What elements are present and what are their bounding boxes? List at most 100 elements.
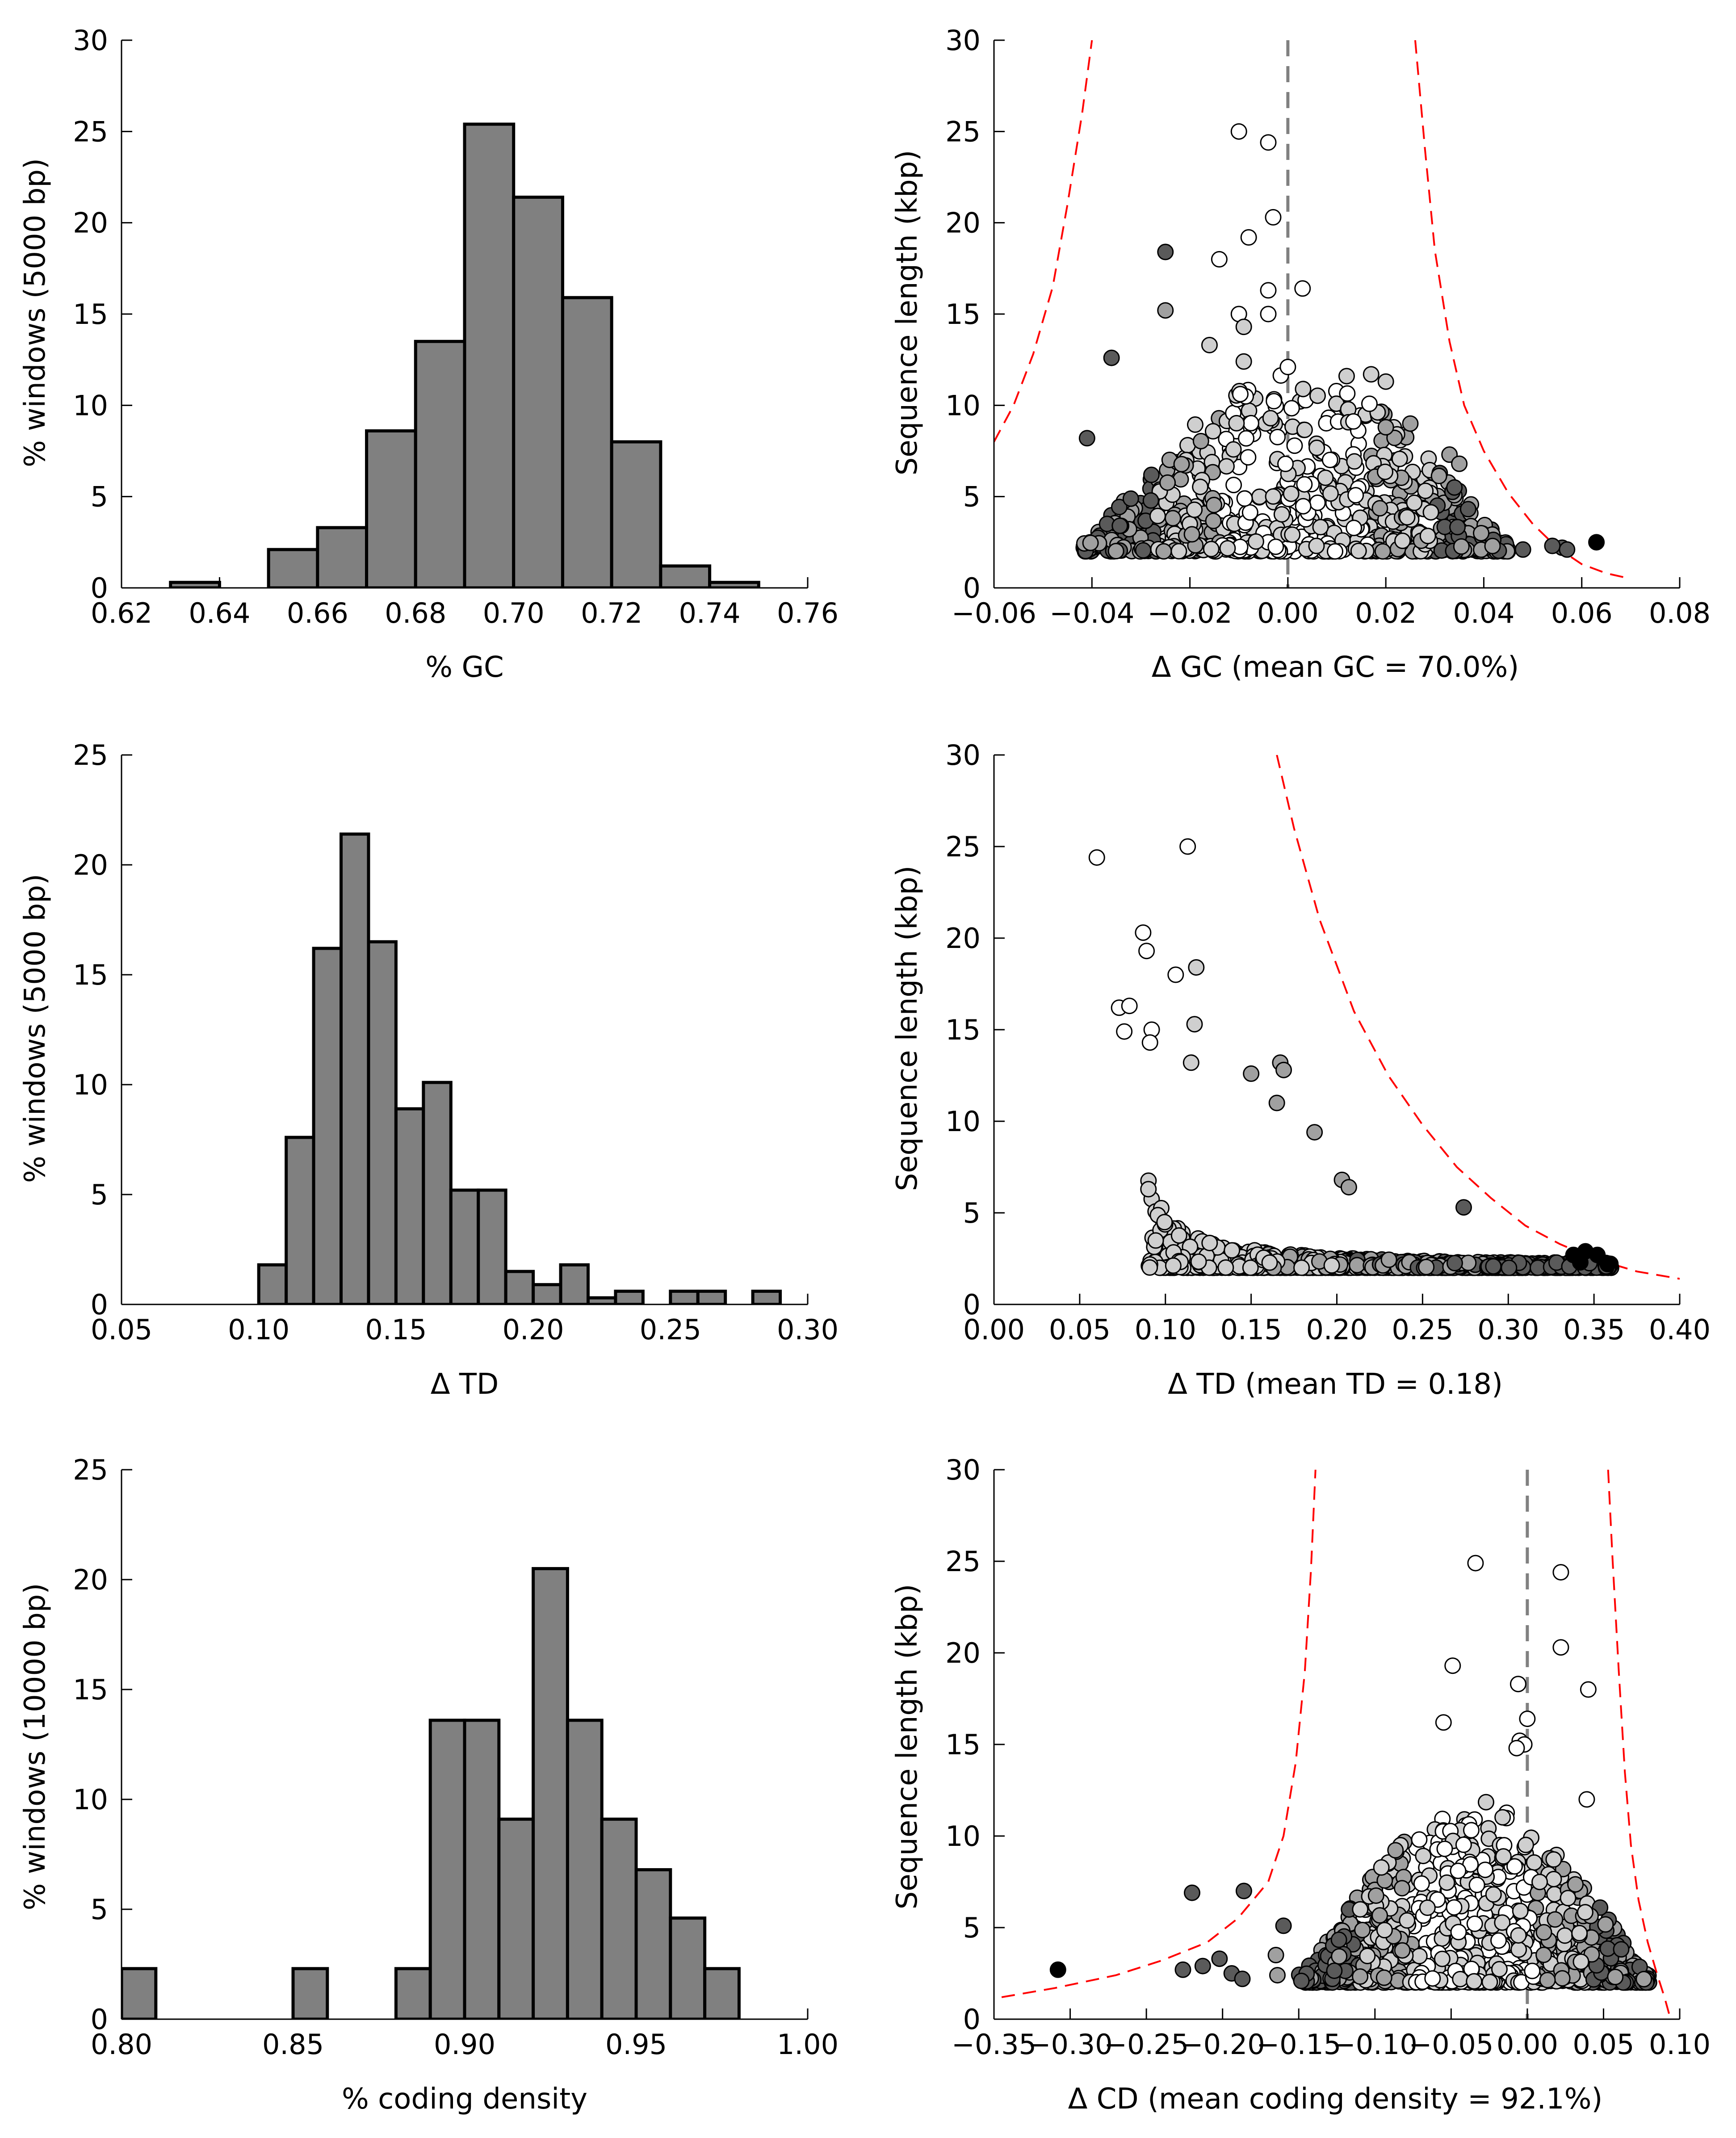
y-tick-label: 20 bbox=[945, 922, 981, 955]
gc-histogram-panel: % GC % windows (5000 bp) 0.62 0.64 0.66 0.6… bbox=[19, 24, 839, 684]
window-point bbox=[1524, 1962, 1541, 1979]
x-tick-label: −0.35 bbox=[952, 2028, 1036, 2061]
x-tick-label: −0.04 bbox=[1049, 597, 1134, 629]
window-point bbox=[1373, 1859, 1390, 1876]
window-point bbox=[1485, 1886, 1502, 1903]
window-point bbox=[1260, 134, 1277, 151]
window-point bbox=[1552, 1639, 1569, 1656]
window-point bbox=[1235, 1882, 1252, 1899]
window-point bbox=[1422, 504, 1439, 521]
window-point bbox=[1435, 1714, 1452, 1731]
window-point bbox=[1206, 496, 1223, 513]
y-tick-label: 25 bbox=[945, 1545, 981, 1578]
histogram-bar bbox=[696, 1289, 727, 1304]
window-point bbox=[1267, 538, 1284, 555]
y-tick-label: 30 bbox=[945, 1454, 981, 1486]
window-point bbox=[1386, 429, 1403, 446]
window-point bbox=[1567, 1876, 1584, 1893]
window-point bbox=[1452, 1970, 1469, 1987]
y-tick-label: 10 bbox=[945, 1820, 981, 1853]
histogram-bar bbox=[340, 832, 370, 1304]
window-point bbox=[1613, 1941, 1630, 1958]
y-tick-label: 25 bbox=[945, 830, 981, 863]
x-tick-label: −0.10 bbox=[1333, 2028, 1417, 2061]
window-point bbox=[1526, 1854, 1543, 1871]
x-tick-label: 0.00 bbox=[963, 1313, 1025, 1346]
window-point bbox=[1376, 1922, 1393, 1939]
window-point bbox=[1201, 336, 1218, 353]
histogram-bar bbox=[291, 1967, 329, 2019]
window-point bbox=[1419, 528, 1436, 545]
window-point bbox=[1242, 415, 1259, 432]
x-tick-label: 0.74 bbox=[679, 597, 741, 629]
window-point bbox=[1322, 485, 1339, 502]
window-point bbox=[1141, 1034, 1158, 1051]
window-point bbox=[1506, 1858, 1523, 1875]
plot-area bbox=[1088, 755, 1680, 1280]
y-tick-label: 15 bbox=[73, 959, 108, 991]
window-point bbox=[1577, 1904, 1593, 1921]
window-point bbox=[1186, 501, 1203, 518]
window-point bbox=[1340, 1179, 1357, 1196]
window-point bbox=[1295, 498, 1312, 515]
x-tick-label: 0.80 bbox=[91, 2028, 152, 2061]
y-tick-label: 20 bbox=[73, 1564, 108, 1596]
window-point bbox=[1174, 1961, 1191, 1978]
window-point bbox=[1350, 542, 1367, 559]
window-point bbox=[1201, 1234, 1218, 1251]
window-point bbox=[1111, 499, 1128, 516]
window-point bbox=[1519, 1710, 1536, 1727]
right-bound-curve bbox=[1414, 40, 1631, 580]
window-point bbox=[1251, 488, 1268, 505]
window-point bbox=[1597, 1916, 1614, 1933]
window-point bbox=[1571, 1924, 1588, 1941]
window-point bbox=[1466, 1973, 1483, 1990]
histogram-bar bbox=[708, 581, 760, 588]
window-point bbox=[1354, 1921, 1371, 1938]
window-point bbox=[1141, 1259, 1158, 1276]
window-point bbox=[1450, 1862, 1467, 1879]
window-point bbox=[1147, 1232, 1164, 1249]
td-scatter-panel: Δ TD (mean TD = 0.18) Sequence length (k… bbox=[891, 739, 1711, 1401]
x-tick-label: 0.64 bbox=[189, 597, 250, 629]
y-tick-label: 20 bbox=[945, 207, 981, 239]
window-point bbox=[1296, 421, 1313, 438]
window-point bbox=[1476, 1861, 1493, 1878]
y-tick-label: 5 bbox=[963, 1197, 981, 1229]
histogram-bar bbox=[169, 581, 221, 588]
window-point bbox=[1467, 1555, 1484, 1572]
window-point bbox=[1194, 1958, 1211, 1975]
y-tick-label: 20 bbox=[73, 207, 108, 239]
window-point bbox=[1241, 504, 1258, 521]
window-point bbox=[1394, 532, 1411, 549]
window-point bbox=[1078, 430, 1095, 447]
window-point bbox=[1330, 1931, 1347, 1948]
window-point bbox=[1399, 509, 1416, 526]
x-tick-label: 0.25 bbox=[1392, 1313, 1453, 1346]
window-point bbox=[1240, 229, 1257, 246]
y-tick-label: 10 bbox=[73, 1783, 108, 1816]
window-point bbox=[1277, 455, 1294, 472]
y-tick-label: 0 bbox=[91, 2003, 108, 2036]
right-bound-curve bbox=[1607, 1470, 1670, 2014]
window-point bbox=[1203, 541, 1220, 558]
x-tick-label: 0.76 bbox=[777, 597, 839, 629]
window-point bbox=[1352, 1968, 1369, 1985]
x-tick-label: −0.02 bbox=[1148, 597, 1233, 629]
window-point bbox=[1235, 319, 1252, 335]
window-point bbox=[1552, 1564, 1569, 1581]
histogram-bar bbox=[449, 1188, 480, 1304]
window-point bbox=[1219, 540, 1236, 557]
x-tick-label: 0.06 bbox=[1551, 597, 1613, 629]
window-point bbox=[1242, 1259, 1259, 1276]
window-point bbox=[1260, 306, 1277, 323]
window-point bbox=[1556, 1927, 1573, 1944]
window-point bbox=[1349, 1257, 1366, 1274]
x-tick-label: 0.10 bbox=[1649, 2028, 1711, 2061]
window-point bbox=[1434, 1950, 1451, 1967]
window-point bbox=[1155, 543, 1172, 560]
y-tick-label: 0 bbox=[963, 572, 981, 604]
window-point bbox=[1149, 507, 1166, 524]
window-point bbox=[1346, 453, 1363, 470]
histogram-bar bbox=[463, 1719, 501, 2019]
